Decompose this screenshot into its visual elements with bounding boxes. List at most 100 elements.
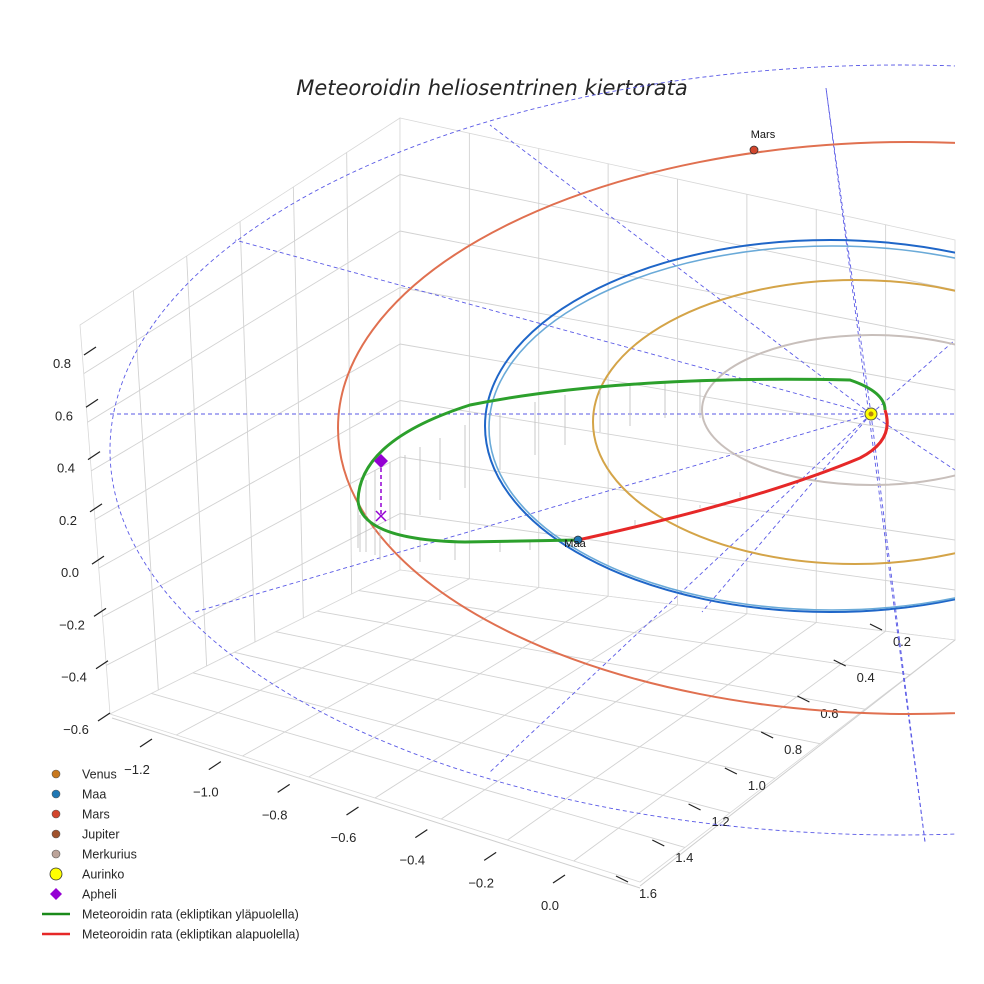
y-tick-label: 1.2 <box>712 814 730 829</box>
ecliptic-radial-line <box>825 87 872 415</box>
aphelion-marker <box>374 454 388 522</box>
z-tick-mark <box>85 398 99 408</box>
y-tick-label: 1.6 <box>639 886 657 901</box>
legend-label: Merkurius <box>82 848 137 862</box>
planet-orbits <box>337 141 955 715</box>
aphelion-projection-x <box>375 510 387 522</box>
ecliptic-circle <box>109 64 955 836</box>
grid-line <box>308 595 609 778</box>
y-tick-label: 0.2 <box>893 634 911 649</box>
grid-line <box>242 587 539 757</box>
z-tick-mark <box>83 346 97 356</box>
legend-label: Aurinko <box>82 868 124 882</box>
x-axis-line <box>111 717 641 889</box>
y-tick-label: 0.8 <box>784 742 802 757</box>
meteoroid-orbit-below <box>577 409 889 542</box>
grid-line <box>399 287 956 391</box>
legend-item: Meteoroidin rata (ekliptikan alapuolella… <box>42 928 299 942</box>
x-tick-mark <box>139 738 153 748</box>
z-tick-mark <box>95 660 109 670</box>
y-tick-label: 0.4 <box>857 670 875 685</box>
x-tick-mark <box>346 806 359 816</box>
y-tick-label: 0.6 <box>820 706 838 721</box>
x-axis: −1.2 −1.0 −0.8 −0.6 −0.4 −0.2 0.0 <box>111 717 641 913</box>
orbit-mars <box>337 141 955 715</box>
y-tick-mark <box>688 803 701 811</box>
x-tick-label: −0.6 <box>331 830 357 845</box>
y-tick-mark <box>760 731 774 739</box>
grid-line <box>98 400 401 569</box>
legend-item: Mars <box>51 808 110 822</box>
y-tick-mark <box>724 767 738 775</box>
z-tick-mark <box>91 555 105 565</box>
legend-label: Venus <box>82 768 117 782</box>
legend-marker <box>49 867 63 881</box>
grid-line <box>399 343 956 441</box>
maa-label: Maa <box>564 538 586 550</box>
grid-line <box>234 651 776 779</box>
z-tick-mark <box>93 607 107 617</box>
y-tick-label: 1.4 <box>675 850 693 865</box>
mars-marker <box>749 145 759 155</box>
grid-lines <box>83 133 956 862</box>
legend-label: Mars <box>82 808 110 822</box>
y-tick-mark <box>652 839 665 847</box>
z-tick-label: −0.6 <box>63 722 89 737</box>
mars-point: Mars <box>749 129 776 155</box>
z-tick-label: 0.2 <box>59 513 77 528</box>
grid-line <box>399 513 956 591</box>
maa-marker <box>573 535 583 545</box>
legend-label: Meteoroidin rata (ekliptikan alapuolella… <box>82 928 299 942</box>
grid-line <box>102 456 401 618</box>
aphelion-diamond <box>374 454 388 468</box>
grid-line <box>91 287 401 472</box>
x-tick-label: 0.0 <box>541 898 559 913</box>
axes-panes <box>79 117 957 883</box>
ecliptic-radial-line <box>870 413 955 471</box>
grid-line <box>399 174 956 291</box>
grid-line <box>440 613 748 820</box>
x-tick-label: −0.4 <box>399 853 425 868</box>
grid-line <box>106 513 401 666</box>
sun-core <box>868 411 874 417</box>
chart-title: Meteoroidin heliosentrinen kiertorata <box>296 76 688 100</box>
legend-item: Merkurius <box>51 848 137 862</box>
grid-line <box>87 230 401 423</box>
legend-item: Venus <box>51 768 117 782</box>
z-tick-label: 0.8 <box>53 356 71 371</box>
legend-marker <box>51 769 61 779</box>
legend-label: Jupiter <box>82 828 120 842</box>
legend-item: Meteoroidin rata (ekliptikan yläpuolella… <box>42 908 299 922</box>
meteoroid-orbit-above <box>356 377 887 544</box>
y-tick-mark <box>797 695 810 703</box>
orbit-venus <box>592 279 955 565</box>
maa-point: Maa <box>564 535 587 550</box>
grid-line <box>374 604 678 799</box>
x-tick-mark <box>277 783 290 793</box>
z-tick-label: 0.4 <box>57 461 75 476</box>
z-tick-mark <box>97 712 111 722</box>
x-tick-label: −0.2 <box>468 875 494 890</box>
y-tick-mark <box>833 659 846 667</box>
grid-line <box>399 230 956 341</box>
grid-line <box>192 672 731 814</box>
legend-label: Maa <box>82 788 106 802</box>
legend-label: Apheli <box>82 888 117 902</box>
x-tick-label: −1.0 <box>193 785 219 800</box>
orbit-merkurius <box>701 334 955 486</box>
ecliptic-radial-line <box>870 339 955 415</box>
meteoroid-orbit <box>356 377 889 544</box>
legend-marker <box>51 789 61 799</box>
grid-line <box>399 456 956 541</box>
y-axis-line <box>639 639 956 887</box>
legend-marker <box>51 829 61 839</box>
ecliptic-line <box>825 87 926 843</box>
z-tick-label: 0.0 <box>61 565 79 580</box>
legend: Venus Maa Mars Jupiter Merkurius Aurinko Aphel… <box>42 768 299 942</box>
orbit-maa-inner <box>488 245 955 611</box>
orbit-maa-outer <box>484 239 955 613</box>
y-tick-label: 1.0 <box>748 778 766 793</box>
grid-line <box>399 400 956 491</box>
ecliptic-radial-line <box>234 239 872 415</box>
z-tick-label: 0.6 <box>55 408 73 423</box>
